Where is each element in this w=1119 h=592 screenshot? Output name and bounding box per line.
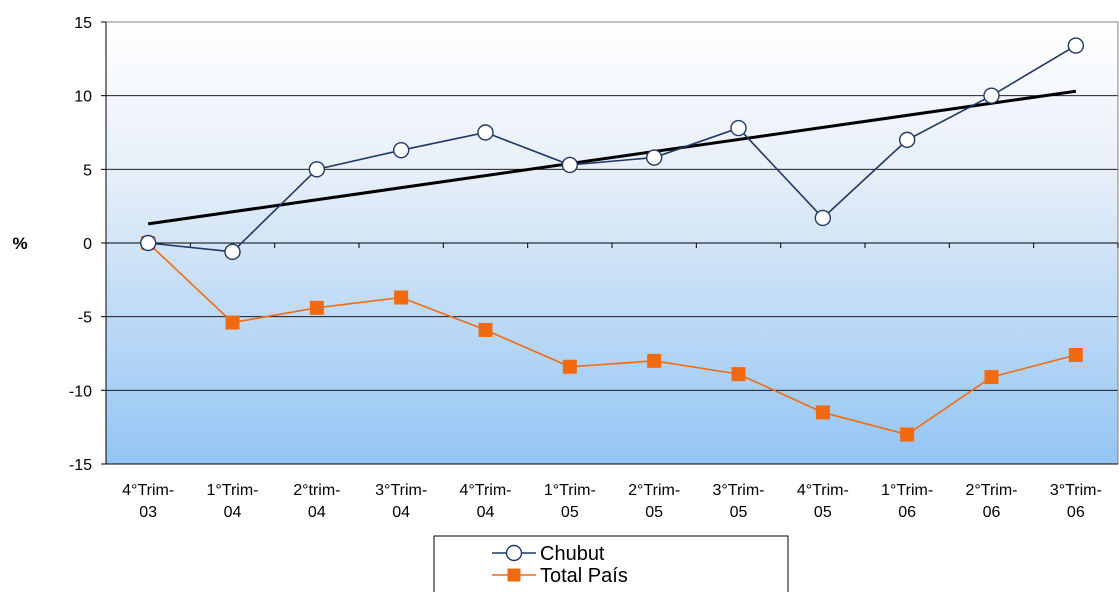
legend-item: Total País bbox=[492, 565, 628, 587]
x-tick-labels: 4°Trim-03 1°Trim-04 2°trim-04 3°Trim-04 4°Tr… bbox=[122, 482, 1102, 521]
data-point bbox=[730, 119, 747, 137]
trend-line bbox=[147, 89, 1077, 226]
data-point bbox=[645, 149, 663, 166]
x-tick-label: 1°Trim-05 bbox=[544, 482, 596, 521]
data-point bbox=[309, 300, 324, 315]
y-tick-label: -5 bbox=[78, 310, 92, 327]
y-axis-label: % bbox=[12, 234, 27, 253]
legend-box bbox=[433, 535, 789, 592]
axes bbox=[101, 21, 1119, 465]
data-point bbox=[1068, 347, 1083, 362]
data-point bbox=[478, 322, 493, 337]
y-tick-label: 5 bbox=[83, 162, 92, 179]
trendline bbox=[147, 89, 1077, 226]
data-point bbox=[392, 141, 410, 159]
y-tick-label: 10 bbox=[74, 89, 92, 106]
x-tick-label: 4°Trim-05 bbox=[797, 482, 849, 521]
data-point bbox=[815, 405, 830, 420]
legend-label: Total País bbox=[540, 565, 628, 587]
x-tick-label: 3°Trim-04 bbox=[375, 482, 427, 521]
data-point bbox=[394, 290, 409, 305]
series-line bbox=[148, 44, 1077, 253]
series-chubut bbox=[139, 37, 1085, 261]
x-tick-label: 2°Trim-05 bbox=[628, 482, 680, 521]
series-line bbox=[147, 242, 1077, 436]
x-tick-label: 3°Trim-05 bbox=[712, 482, 764, 521]
data-point bbox=[561, 156, 579, 174]
x-tick-label: 4°Trim-03 bbox=[122, 482, 174, 521]
data-point bbox=[983, 87, 1000, 104]
data-point bbox=[900, 427, 915, 442]
data-point bbox=[647, 353, 662, 368]
data-point bbox=[225, 315, 240, 330]
y-tick-labels: 15 10 5 0 -5 -10 -15 bbox=[69, 15, 92, 474]
y-tick-label: -15 bbox=[69, 457, 92, 474]
x-tick-label: 2°Trim-06 bbox=[965, 482, 1017, 521]
data-point bbox=[814, 209, 832, 227]
y-tick-label: -10 bbox=[69, 383, 92, 400]
legend-item: Chubut bbox=[492, 543, 605, 565]
data-point bbox=[731, 367, 746, 382]
y-tick-label: 15 bbox=[74, 15, 92, 32]
legend-marker bbox=[505, 544, 523, 562]
data-point bbox=[984, 370, 999, 385]
data-point bbox=[898, 131, 916, 149]
x-tick-label: 4°Trim-04 bbox=[459, 482, 511, 521]
data-point bbox=[308, 161, 326, 178]
x-tick-label: 1°Trim-04 bbox=[206, 482, 258, 521]
x-tick-label: 1°Trim-06 bbox=[881, 482, 933, 521]
x-tick-label: 2°trim-04 bbox=[293, 482, 340, 521]
data-point bbox=[224, 243, 241, 261]
x-tick-label: 3°Trim-06 bbox=[1050, 482, 1102, 521]
legend-label: Chubut bbox=[540, 543, 605, 565]
data-point bbox=[1067, 37, 1085, 54]
legend-marker bbox=[507, 568, 521, 582]
data-point bbox=[562, 359, 577, 374]
y-tick-label: 0 bbox=[83, 236, 92, 253]
data-point bbox=[139, 234, 157, 252]
series bbox=[139, 37, 1085, 442]
data-point bbox=[477, 124, 494, 141]
